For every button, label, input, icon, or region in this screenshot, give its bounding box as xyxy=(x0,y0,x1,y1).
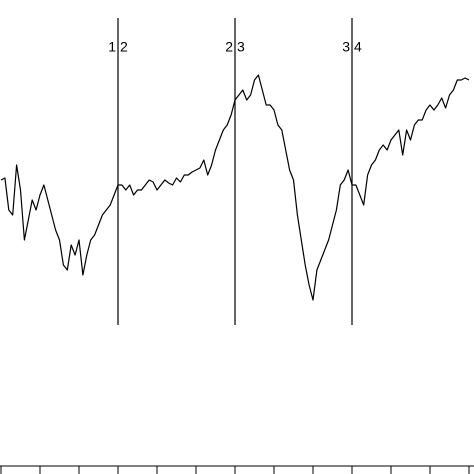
marker-label: 2 xyxy=(120,39,128,55)
marker-label: 2 xyxy=(225,39,233,55)
marker-label: 1 xyxy=(108,39,116,55)
marker-label: 4 xyxy=(354,39,362,55)
line-series xyxy=(0,74,470,301)
marker-label: 3 xyxy=(342,39,350,55)
marker-label: 3 xyxy=(237,39,245,55)
